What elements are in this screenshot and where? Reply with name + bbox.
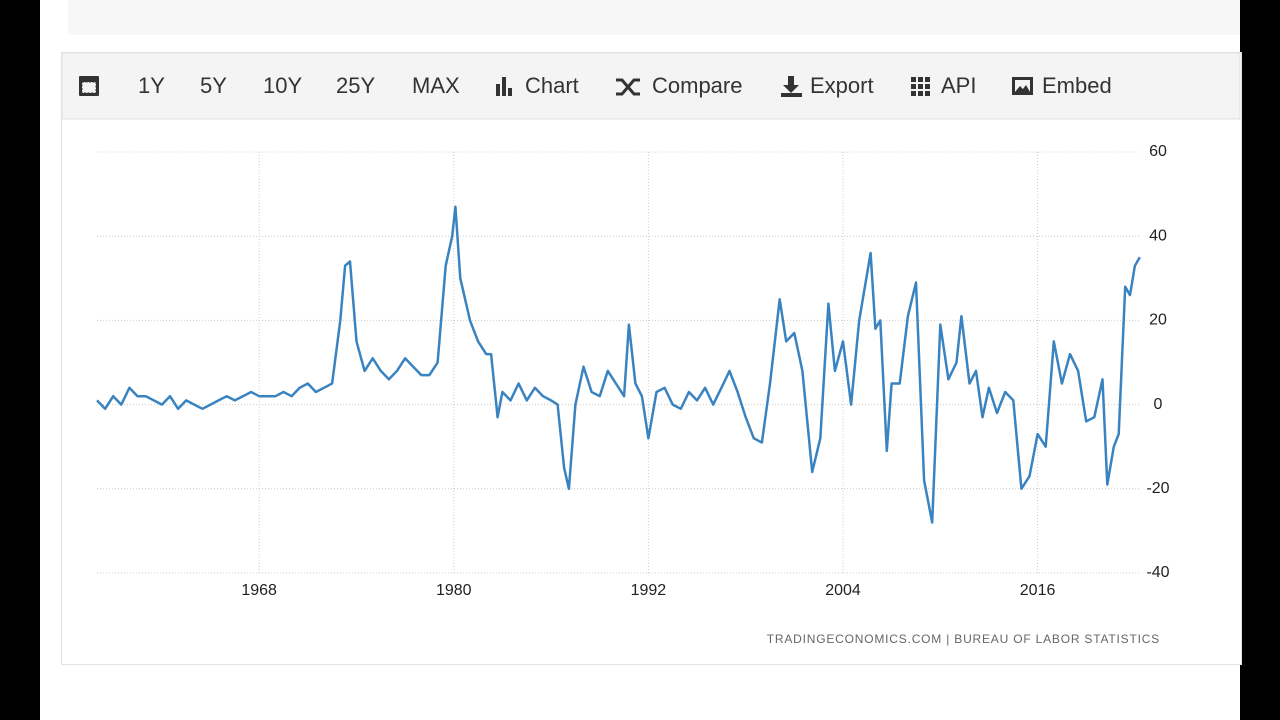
source-note: TRADINGECONOMICS.COM | BUREAU OF LABOR S… [767,632,1160,646]
calendar-icon[interactable] [79,76,99,96]
embed-button[interactable]: Embed [1042,73,1112,98]
x-tick-label: 2004 [825,582,861,599]
range-25y[interactable]: 25Y [336,73,375,98]
y-tick-label: 0 [1154,396,1163,413]
y-tick-label: 20 [1149,312,1167,329]
chart-panel [61,52,1242,665]
data-line [96,205,1141,524]
range-1y[interactable]: 1Y [138,73,165,98]
toolbar [61,52,1241,120]
compare-icon [616,78,640,96]
export-button[interactable]: Export [810,73,874,98]
x-tick-label: 1968 [241,582,277,599]
y-tick-label: -40 [1146,564,1169,581]
export-icon [781,76,802,97]
range-5y[interactable]: 5Y [200,73,227,98]
chart-button[interactable]: Chart [525,73,579,98]
range-max[interactable]: MAX [412,73,460,98]
x-tick-label: 2016 [1020,582,1056,599]
range-10y[interactable]: 10Y [263,73,302,98]
y-tick-label: 60 [1149,143,1167,160]
compare-button[interactable]: Compare [652,73,742,98]
x-tick-label: 1992 [631,582,667,599]
y-tick-label: 40 [1149,227,1167,244]
y-tick-label: -20 [1146,480,1169,497]
api-button[interactable]: API [941,73,976,98]
embed-icon [1012,77,1033,95]
api-icon [911,77,930,96]
top-box [68,0,1240,35]
left-bar [0,0,40,720]
right-bar [1240,0,1280,720]
x-tick-label: 1980 [436,582,472,599]
chart-icon [496,77,512,96]
plot: -40 -20 0 20 40 60 1968 1980 1992 2004 2016 [96,143,1170,599]
